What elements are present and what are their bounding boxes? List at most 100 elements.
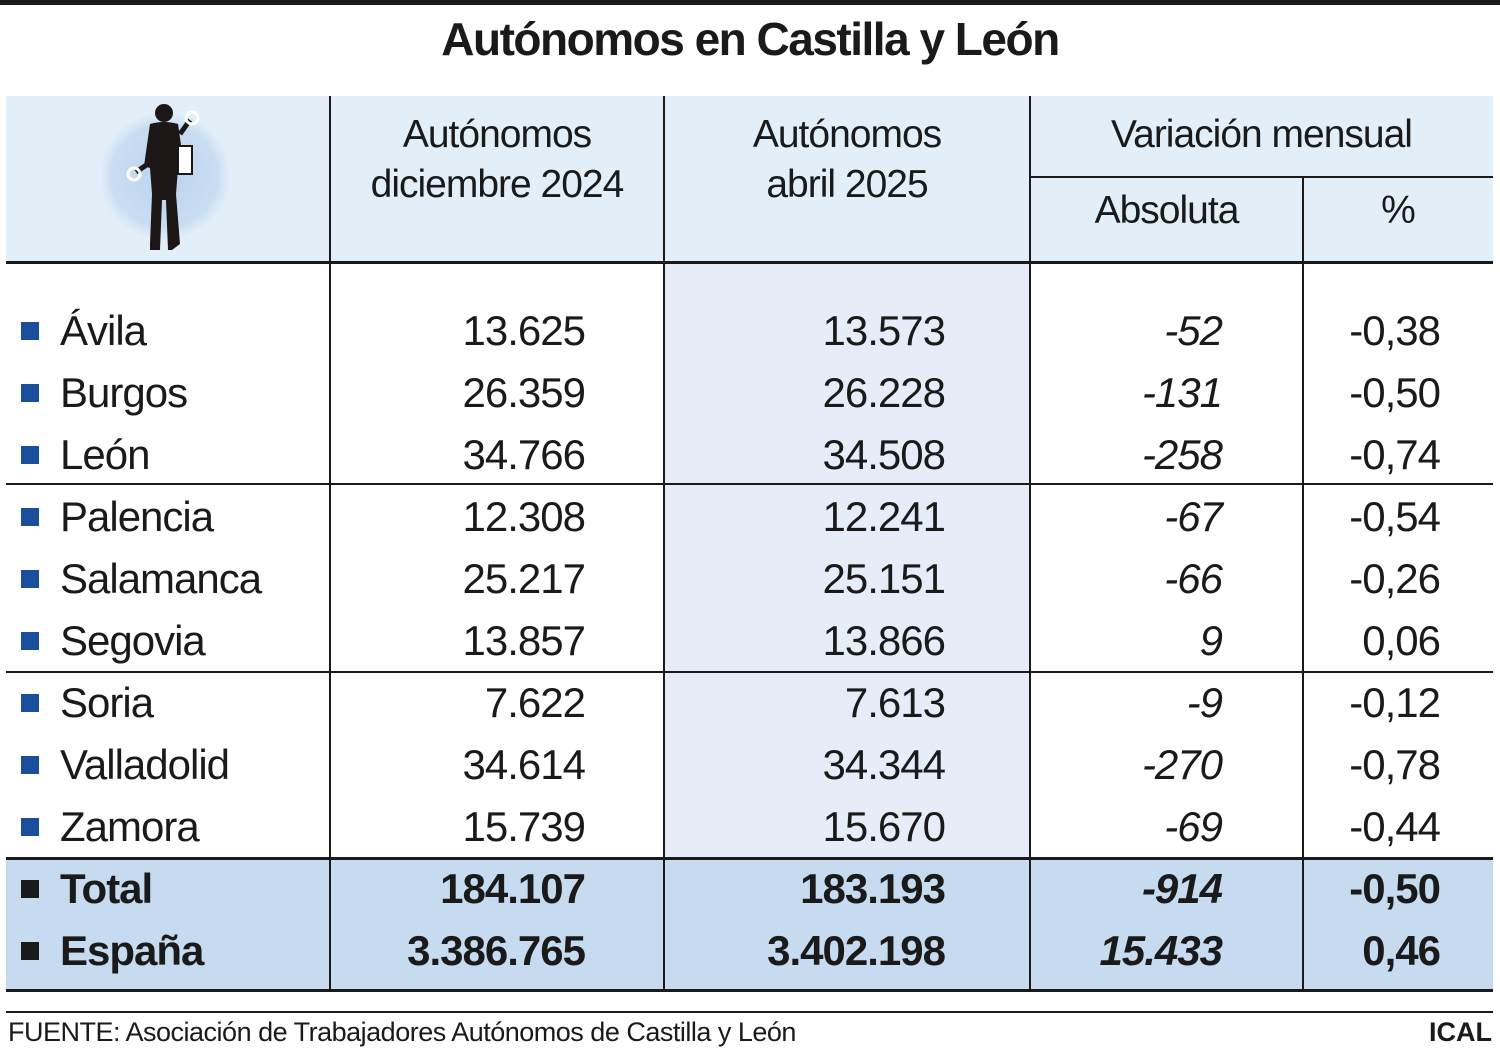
row-label: Total bbox=[60, 865, 153, 912]
header-percent: % bbox=[1381, 189, 1416, 232]
cell-dic2024: 184.107 bbox=[440, 865, 586, 912]
cell-dic2024: 34.766 bbox=[462, 431, 586, 478]
bullet-square-icon bbox=[21, 570, 39, 588]
cell-pct: -0,74 bbox=[1349, 431, 1441, 478]
totals-background bbox=[6, 858, 1493, 990]
bullet-square-icon bbox=[21, 694, 39, 712]
table-row: León 34.766 34.508 -258 -0,74 bbox=[0, 424, 1500, 486]
cell-abs: 15.433 bbox=[1099, 927, 1223, 974]
cell-dic2024: 7.622 bbox=[484, 679, 586, 726]
cell-dic2024: 13.857 bbox=[462, 617, 586, 664]
bullet-square-icon bbox=[21, 818, 39, 836]
cell-abs: -67 bbox=[1164, 493, 1223, 540]
table-row: Valladolid 34.614 34.344 -270 -0,78 bbox=[0, 734, 1500, 796]
cell-pct: -0,78 bbox=[1349, 741, 1441, 788]
table-row: Ávila 13.625 13.573 -52 -0,38 bbox=[0, 300, 1500, 362]
cell-abs: -9 bbox=[1186, 679, 1223, 726]
column-divider bbox=[329, 96, 331, 991]
table-row: Palencia 12.308 12.241 -67 -0,54 bbox=[0, 486, 1500, 548]
column-divider bbox=[663, 96, 665, 991]
header-dic2024-line2: diciembre 2024 bbox=[370, 163, 625, 206]
cell-pct: -0,44 bbox=[1349, 803, 1441, 850]
cell-abr2025: 34.508 bbox=[822, 431, 946, 478]
credit-logo: ICAL bbox=[1429, 1017, 1492, 1047]
row-label: León bbox=[60, 431, 150, 478]
row-label: Soria bbox=[60, 679, 154, 726]
totals-rule bbox=[6, 857, 1493, 860]
cell-dic2024: 15.739 bbox=[462, 803, 586, 850]
header-absoluta: Absoluta bbox=[1094, 189, 1240, 232]
header-abr2025: Autónomos abril 2025 bbox=[664, 110, 1030, 210]
total-row: España 3.386.765 3.402.198 15.433 0,46 bbox=[0, 920, 1500, 982]
bullet-square-icon bbox=[21, 880, 39, 898]
table-row: Soria 7.622 7.613 -9 -0,12 bbox=[0, 672, 1500, 734]
table-bottom-rule bbox=[6, 989, 1493, 992]
source-note: FUENTE: Asociación de Trabajadores Autón… bbox=[8, 1017, 796, 1047]
header-abr2025-line1: Autónomos bbox=[752, 113, 942, 156]
row-label: Zamora bbox=[60, 803, 200, 850]
cell-pct: -0,50 bbox=[1349, 865, 1441, 912]
subheader-rule bbox=[1030, 176, 1493, 178]
table-header-background bbox=[6, 96, 1493, 262]
bullet-square-icon bbox=[21, 756, 39, 774]
row-label: Valladolid bbox=[60, 741, 230, 788]
row-label: Ávila bbox=[60, 307, 147, 354]
cell-abr2025: 34.344 bbox=[822, 741, 946, 788]
highlight-column-background bbox=[664, 262, 1030, 858]
bullet-square-icon bbox=[21, 446, 39, 464]
group-rule bbox=[6, 483, 1493, 485]
cell-abs: -270 bbox=[1141, 741, 1223, 788]
bullet-square-icon bbox=[21, 632, 39, 650]
cell-dic2024: 26.359 bbox=[462, 369, 586, 416]
cell-abr2025: 15.670 bbox=[822, 803, 946, 850]
header-dic2024-line1: Autónomos bbox=[402, 113, 592, 156]
column-divider bbox=[1029, 96, 1031, 991]
cell-dic2024: 34.614 bbox=[462, 741, 586, 788]
header-abr2025-line2: abril 2025 bbox=[766, 163, 928, 206]
cell-pct: -0,50 bbox=[1349, 369, 1441, 416]
table-row: Zamora 15.739 15.670 -69 -0,44 bbox=[0, 796, 1500, 858]
cell-pct: 0,46 bbox=[1362, 927, 1441, 974]
group-rule bbox=[6, 671, 1493, 673]
cell-abr2025: 13.866 bbox=[822, 617, 946, 664]
row-label: España bbox=[60, 927, 204, 974]
cell-pct: -0,12 bbox=[1349, 679, 1441, 726]
cell-dic2024: 3.386.765 bbox=[407, 927, 586, 974]
table-row: Salamanca 25.217 25.151 -66 -0,26 bbox=[0, 548, 1500, 610]
bullet-square-icon bbox=[21, 322, 39, 340]
cell-abs: -131 bbox=[1141, 369, 1223, 416]
cell-abr2025: 26.228 bbox=[822, 369, 946, 416]
row-label: Segovia bbox=[60, 617, 206, 664]
header-rule bbox=[6, 261, 1493, 264]
bullet-square-icon bbox=[21, 942, 39, 960]
header-dic2024: Autónomos diciembre 2024 bbox=[330, 110, 664, 210]
cell-abr2025: 7.613 bbox=[844, 679, 946, 726]
self-employed-worker-icon bbox=[98, 104, 233, 252]
top-rule bbox=[0, 0, 1500, 5]
cell-pct: -0,38 bbox=[1349, 307, 1441, 354]
cell-abs: -914 bbox=[1141, 865, 1223, 912]
table-row: Segovia 13.857 13.866 9 0,06 bbox=[0, 610, 1500, 672]
cell-pct: -0,26 bbox=[1349, 555, 1441, 602]
total-row: Total 184.107 183.193 -914 -0,50 bbox=[0, 858, 1500, 920]
cell-pct: 0,06 bbox=[1362, 617, 1441, 664]
cell-abr2025: 3.402.198 bbox=[767, 927, 946, 974]
cell-abs: -52 bbox=[1164, 307, 1223, 354]
table-row: Burgos 26.359 26.228 -131 -0,50 bbox=[0, 362, 1500, 424]
cell-abs: 9 bbox=[1199, 617, 1223, 664]
column-divider bbox=[1302, 177, 1304, 991]
row-label: Burgos bbox=[60, 369, 188, 416]
bullet-square-icon bbox=[21, 508, 39, 526]
cell-abr2025: 183.193 bbox=[800, 865, 946, 912]
row-label: Salamanca bbox=[60, 555, 262, 602]
cell-abr2025: 13.573 bbox=[822, 307, 946, 354]
cell-abs: -69 bbox=[1164, 803, 1223, 850]
row-label: Palencia bbox=[60, 493, 214, 540]
cell-abs: -258 bbox=[1141, 431, 1223, 478]
cell-dic2024: 25.217 bbox=[462, 555, 586, 602]
header-variacion-mensual: Variación mensual bbox=[1111, 113, 1413, 156]
cell-abs: -66 bbox=[1164, 555, 1223, 602]
cell-dic2024: 13.625 bbox=[462, 307, 586, 354]
cell-abr2025: 12.241 bbox=[822, 493, 946, 540]
bullet-square-icon bbox=[21, 384, 39, 402]
